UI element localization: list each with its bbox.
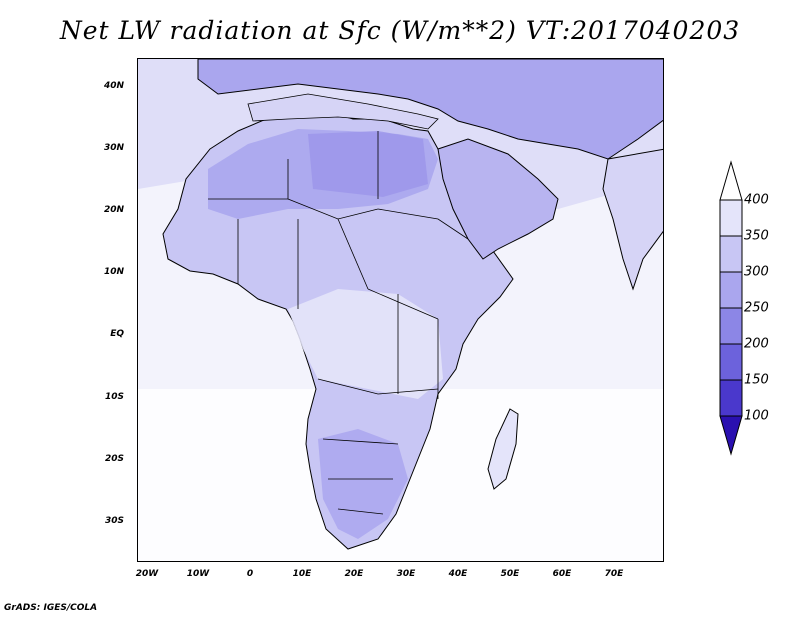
lon-label-70e: 70E (604, 569, 624, 579)
colorbar-label-100: 100 (744, 408, 769, 424)
lat-label-40n: 40N (103, 81, 124, 91)
lon-label-10e: 10E (292, 569, 312, 579)
colorbar (719, 160, 743, 456)
southern-africa-shade (318, 429, 408, 539)
colorbar-bottom-arrow (719, 415, 743, 456)
arabia-landmass (437, 138, 559, 260)
colorbar-segment-150-200 (719, 343, 743, 381)
map-title: Net LW radiation at Sfc (W/m**2) VT:2017… (59, 16, 741, 45)
colorbar-segment-250-300 (719, 271, 743, 309)
colorbar-label-250: 250 (744, 300, 769, 316)
europe-landmass (197, 59, 663, 160)
central-africa-shade (288, 289, 443, 399)
lat-label-30s: 30S (104, 516, 124, 526)
lon-label-20e: 20E (344, 569, 364, 579)
colorbar-segment-100-150 (719, 379, 743, 417)
mediterranean-sea (247, 93, 439, 130)
map-frame (137, 58, 664, 562)
colorbar-segment-350-400 (719, 199, 743, 237)
lat-label-30n: 30N (103, 143, 124, 153)
colorbar-top-arrow (719, 160, 743, 201)
lon-label-0: 0 (246, 569, 254, 579)
colorbar-segment-300-350 (719, 235, 743, 273)
colorbar-segment-200-250 (719, 307, 743, 345)
country-borders (208, 131, 469, 515)
lon-label-20w: 20W (135, 569, 159, 579)
colorbar-label-400: 400 (744, 192, 769, 208)
libya-egypt-shade (308, 131, 428, 197)
lon-label-10w: 10W (186, 569, 210, 579)
lat-label-20s: 20S (104, 454, 124, 464)
colorbar-label-200: 200 (744, 336, 769, 352)
colorbar-label-350: 350 (744, 228, 769, 244)
madagascar-island (487, 408, 519, 490)
lat-label-10s: 10S (104, 392, 124, 402)
india-landmass (602, 148, 663, 291)
lat-label-10n: 10N (103, 267, 124, 277)
map-canvas (138, 59, 663, 561)
colorbar-label-300: 300 (744, 264, 769, 280)
lon-label-50e: 50E (500, 569, 520, 579)
lat-label-20n: 20N (103, 205, 124, 215)
lon-label-60e: 60E (552, 569, 572, 579)
lat-label-eq: EQ (110, 329, 124, 339)
colorbar-label-150: 150 (744, 372, 769, 388)
lon-label-40e: 40E (448, 569, 468, 579)
footer-credit: GrADS: IGES/COLA (4, 603, 98, 613)
lon-label-30e: 30E (396, 569, 416, 579)
